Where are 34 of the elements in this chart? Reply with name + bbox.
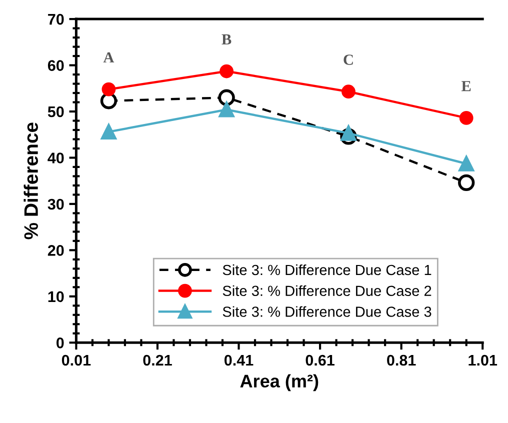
x-tick-label: 1.01 [468, 354, 498, 366]
y-tick-label: 10 [48, 291, 64, 302]
legend-label: Site 3: % Difference Due Case 3 [222, 306, 432, 317]
legend-label: Site 3: % Difference Due Case 1 [222, 264, 432, 276]
annotation: E [462, 81, 471, 92]
point [458, 156, 474, 172]
y-tick-label: 70 [48, 14, 64, 25]
annotation: C [344, 54, 353, 65]
x-tick-label: 0.81 [387, 354, 416, 366]
y-tick-label: 0 [56, 338, 64, 348]
point [100, 92, 118, 110]
y-tick-label: 30 [48, 198, 64, 210]
annotation: A [103, 52, 114, 62]
point [459, 111, 474, 125]
y-tick-label: 50 [48, 106, 64, 118]
y-tick-label: 60 [48, 60, 64, 71]
point [218, 102, 234, 118]
x-axis-title: Area (m²) [240, 374, 318, 392]
point [218, 89, 235, 106]
point [458, 174, 475, 192]
point [220, 64, 234, 78]
point [342, 84, 356, 99]
point [340, 126, 356, 141]
annotation: B [222, 34, 232, 44]
point [101, 124, 116, 140]
x-tick-label: 0.61 [306, 354, 334, 366]
y-axis-title: % Difference [24, 122, 38, 240]
legend-label: Site 3: % Difference Due Case 2 [222, 285, 432, 296]
point [102, 82, 116, 96]
x-tick-label: 0.21 [143, 354, 172, 366]
y-tick-label: 40 [48, 152, 64, 164]
x-tick-label: 0.41 [224, 354, 254, 366]
y-tick-label: 20 [48, 245, 64, 256]
x-tick-label: 0.01 [62, 354, 91, 366]
